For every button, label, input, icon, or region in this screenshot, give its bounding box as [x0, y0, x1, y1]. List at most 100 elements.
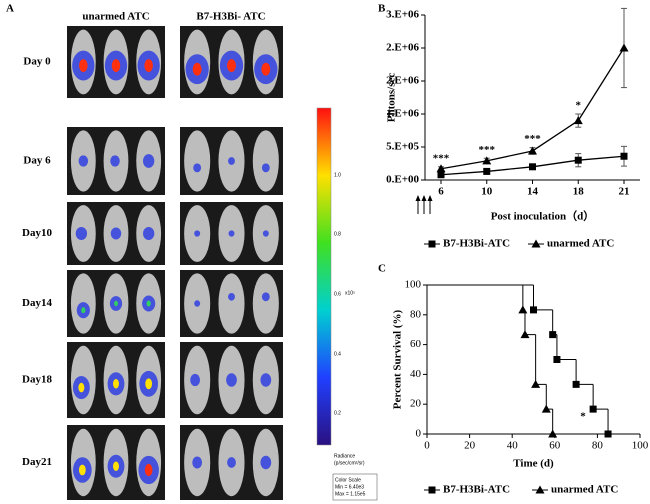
- y-tick-label: 0: [416, 428, 422, 440]
- marker-triangle: [573, 116, 583, 125]
- marker-square: [549, 331, 557, 339]
- significance: ***: [433, 152, 450, 164]
- signal: [194, 230, 201, 237]
- x-tick-label: 80: [592, 440, 604, 452]
- colorbar-tick: 0.2: [334, 410, 341, 416]
- signal-core: [144, 59, 153, 73]
- colorbar-tick: 0.6: [334, 291, 341, 297]
- marker-triangle: [482, 156, 492, 165]
- marker-triangle: [436, 164, 446, 173]
- marker-triangle: [528, 146, 537, 155]
- row-label: Day 0: [23, 56, 51, 68]
- legend-marker: [531, 239, 541, 248]
- x-tick-label: 0: [424, 440, 430, 452]
- legend-label: unarmed ATC: [551, 484, 618, 496]
- x-tick-label: 14: [527, 186, 539, 198]
- legend-label: B7-H3Bi-ATC: [443, 238, 510, 250]
- signal: [227, 457, 236, 468]
- x-axis-label: Post inoculation（d）: [491, 210, 595, 223]
- signal: [190, 373, 200, 387]
- mouse: [184, 130, 211, 192]
- signal: [193, 163, 202, 173]
- legend-marker: [428, 240, 436, 248]
- scale-box: [332, 473, 378, 501]
- x-tick-label: 10: [481, 186, 493, 198]
- x-tick-label: 20: [464, 440, 476, 452]
- marker-square: [530, 306, 537, 314]
- signal-core: [114, 300, 118, 307]
- signal: [261, 292, 270, 302]
- y-tick-label: 40: [410, 368, 422, 380]
- y-tick-label: 2.E+06: [386, 42, 419, 54]
- marker-triangle: [541, 404, 551, 413]
- panel-label: B: [378, 3, 386, 15]
- mouse: [252, 130, 279, 192]
- signal: [143, 154, 155, 168]
- signal-core: [227, 59, 236, 73]
- signal: [110, 155, 120, 167]
- colorbar-exponent: x10⁵: [345, 290, 355, 296]
- marker-square: [589, 405, 597, 413]
- signal: [226, 373, 237, 387]
- signal: [228, 157, 235, 165]
- signal: [194, 300, 201, 307]
- scale-max: Max = 1.15e5: [335, 491, 366, 497]
- column-header: B7-H3Bi- ATC: [196, 11, 265, 23]
- signal: [78, 155, 89, 167]
- annotation: *: [580, 411, 586, 423]
- signal-core: [78, 382, 85, 393]
- arrow-head: [421, 195, 427, 201]
- marker-square: [553, 356, 561, 363]
- arrow-head: [415, 195, 421, 201]
- marker-triangle: [518, 305, 528, 314]
- arrow-head: [427, 195, 433, 201]
- mouse: [218, 273, 245, 334]
- signal: [228, 230, 235, 237]
- colorbar-title: Radiance: [334, 453, 355, 459]
- marker-triangle: [531, 379, 541, 388]
- y-axis-label: Percent Survival (%): [392, 309, 404, 409]
- signal-core: [113, 461, 119, 471]
- x-tick-label: 21: [619, 186, 630, 198]
- signal: [143, 226, 155, 241]
- y-tick-label: 3.E+06: [386, 9, 419, 21]
- signal: [262, 230, 269, 237]
- x-tick-label: 100: [632, 440, 649, 452]
- scale-min: Min = 6.40e3: [335, 484, 364, 490]
- scale-title: Color Scale: [335, 477, 361, 483]
- colorbar-tick: 1.0: [334, 172, 341, 178]
- marker-square: [574, 156, 582, 164]
- x-tick-label: 40: [507, 440, 519, 452]
- significance: *: [576, 100, 582, 112]
- panel-a: A unarmed ATC B7-H3Bi- ATC Radiance (p/s…: [6, 3, 378, 501]
- colorbar-tick: 0.4: [334, 351, 341, 357]
- color-bar: [316, 107, 332, 446]
- y-axis-label: Phtons/sec: [386, 73, 398, 123]
- signal-core: [79, 59, 88, 73]
- signal-core: [111, 59, 121, 73]
- marker-square: [483, 167, 491, 175]
- signal: [260, 455, 272, 470]
- x-tick-label: 60: [549, 440, 561, 452]
- marker-triangle: [548, 429, 558, 438]
- marker-square: [604, 430, 612, 438]
- legend-marker: [428, 486, 436, 494]
- signal: [228, 292, 235, 301]
- signal-core: [261, 62, 271, 76]
- marker-square: [529, 163, 536, 171]
- panel-label: A: [6, 3, 14, 15]
- signal: [192, 456, 203, 469]
- signal-core: [192, 62, 202, 76]
- x-axis-label: Time (d): [513, 458, 554, 470]
- y-tick-label: 5.E+05: [386, 141, 419, 153]
- y-tick-label: 20: [410, 398, 422, 410]
- x-tick-label: 6: [438, 186, 444, 198]
- y-tick-label: 1.E+06: [386, 108, 419, 120]
- signal-core: [146, 300, 151, 307]
- signal-core: [78, 464, 86, 476]
- signal-core: [145, 378, 153, 390]
- y-tick-label: 2.E+06: [386, 75, 419, 87]
- signal: [260, 373, 272, 387]
- signal: [261, 163, 270, 173]
